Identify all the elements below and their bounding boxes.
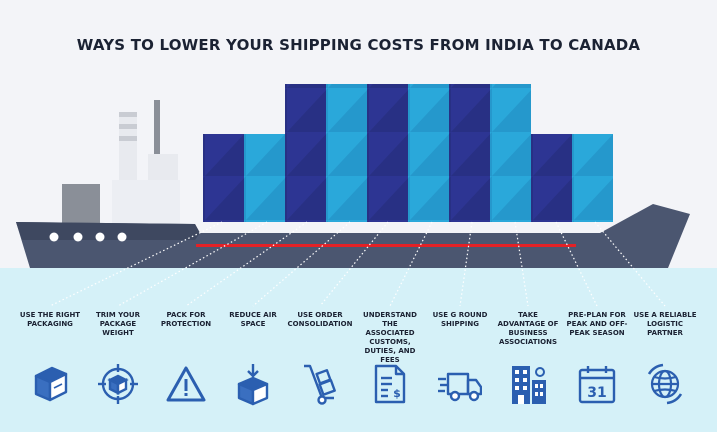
sea — [0, 268, 717, 432]
building-icon — [512, 366, 546, 404]
porthole — [73, 232, 83, 242]
ship-hull — [16, 204, 690, 268]
target-box-icon — [98, 364, 138, 404]
compress-box-icon — [237, 364, 269, 406]
porthole — [117, 232, 127, 242]
tip-label-ground-shipping: USE G ROUND SHIPPING — [432, 311, 488, 328]
container-stack — [203, 84, 613, 222]
warning-icon — [166, 366, 206, 402]
mast — [154, 100, 160, 154]
tip-label-logistic-partner: USE A RELIABLE LOGISTIC PARTNER — [633, 311, 697, 337]
container — [408, 84, 449, 222]
porthole — [95, 232, 105, 242]
tip-label-business: TAKE ADVANTAGE OF BUSINESS ASSOCIATIONS — [497, 311, 559, 346]
chimney-left — [119, 112, 137, 182]
ship-superstructure — [62, 100, 180, 224]
calendar-icon: 31 — [578, 366, 616, 404]
box-icon — [34, 366, 68, 402]
container — [285, 84, 326, 222]
delivery-truck-icon — [438, 372, 482, 402]
svg-text:$: $ — [393, 387, 401, 400]
container — [449, 84, 490, 222]
container — [244, 134, 285, 222]
infographic-title: WAYS TO LOWER YOUR SHIPPING COSTS FROM I… — [76, 36, 641, 54]
container — [490, 84, 531, 222]
invoice-icon: $ — [374, 364, 406, 404]
tip-label-air-space: REDUCE AIR SPACE — [229, 311, 277, 328]
tip-label-customs: UNDERSTAND THE ASSOCIATED CUSTOMS, DUTIE… — [363, 311, 417, 364]
hull-red-stripe — [196, 244, 576, 247]
leader-lines — [49, 221, 666, 307]
globe-icon — [647, 363, 683, 405]
container — [572, 134, 613, 222]
calendar-day: 31 — [587, 385, 606, 401]
tip-label-consolidation: USE ORDER CONSOLIDATION — [287, 311, 353, 328]
bridge-block — [62, 184, 100, 224]
container — [367, 84, 408, 222]
tip-label-packaging: USE THE RIGHT PACKAGING — [19, 311, 81, 328]
tip-label-weight: TRIM YOUR PACKAGE WEIGHT — [95, 311, 141, 337]
tip-label-peak-season: PRE-PLAN FOR PEAK AND OFF-PEAK SEASON — [566, 311, 628, 337]
tip-label-protection: PACK FOR PROTECTION — [160, 311, 212, 328]
hull-body — [16, 204, 690, 268]
container — [531, 134, 572, 222]
porthole — [49, 232, 59, 242]
container — [203, 134, 244, 222]
hand-truck-icon — [304, 364, 336, 405]
container — [326, 84, 367, 222]
